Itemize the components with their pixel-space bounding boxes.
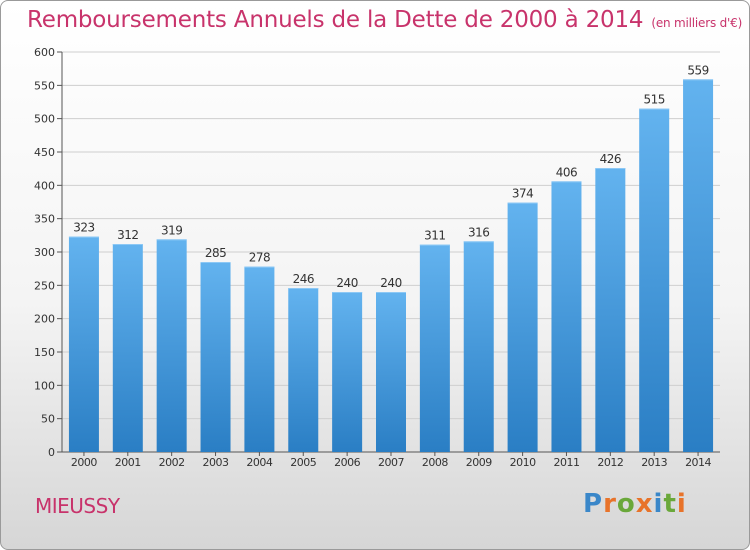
bars <box>68 79 714 453</box>
x-tick-label: 2013 <box>641 456 667 469</box>
bar-2002 <box>156 239 187 452</box>
x-tick-label: 2012 <box>597 456 623 469</box>
x-tick-label: 2014 <box>685 456 711 469</box>
y-tick-label: 150 <box>34 346 55 359</box>
logo-letter: t <box>663 489 677 519</box>
bar-2003 <box>200 262 231 452</box>
chart-title-text: Remboursements Annuels de la Dette de 20… <box>27 7 644 33</box>
bar-2010 <box>507 202 538 452</box>
y-tick-label: 100 <box>34 379 55 392</box>
y-tick-label: 400 <box>34 179 55 192</box>
labels: 0 50 100 150 200 250 300 350 400 450 500 550 600 323 2… <box>34 46 712 469</box>
value-label: 278 <box>249 251 270 265</box>
logo-letter: x <box>635 489 654 519</box>
x-tick-label: 2011 <box>553 456 579 469</box>
logo-letter: i <box>653 489 664 519</box>
value-label: 316 <box>468 225 489 239</box>
value-label: 406 <box>556 165 577 179</box>
bar-2004 <box>244 266 275 452</box>
chart-title: Remboursements Annuels de la Dette de 20… <box>27 7 742 33</box>
value-label: 246 <box>293 272 314 286</box>
bar-2009 <box>463 241 494 452</box>
logo-letter: i <box>676 489 687 519</box>
y-tick-label: 200 <box>34 313 55 326</box>
y-tick-label: 0 <box>48 446 55 459</box>
bar-2008 <box>419 244 450 452</box>
y-tick-label: 550 <box>34 79 55 92</box>
x-tick-label: 2004 <box>246 456 272 469</box>
value-label: 240 <box>336 276 357 290</box>
value-label: 240 <box>380 276 401 290</box>
chart-unit: (en milliers d'€) <box>651 16 743 30</box>
bar-2014 <box>683 79 714 452</box>
value-label: 319 <box>161 223 182 237</box>
value-label: 426 <box>600 152 621 166</box>
x-tick-label: 2010 <box>510 456 536 469</box>
x-tick-label: 2009 <box>466 456 492 469</box>
bar-2000 <box>68 236 99 452</box>
value-label: 515 <box>643 93 664 107</box>
y-tick-label: 250 <box>34 279 55 292</box>
x-tick-label: 2005 <box>290 456 316 469</box>
logo-letter: r <box>603 489 617 519</box>
x-tick-label: 2003 <box>203 456 229 469</box>
bar-2012 <box>595 168 626 452</box>
x-tick-label: 2001 <box>115 456 141 469</box>
y-tick-label: 600 <box>34 46 55 59</box>
bar-2013 <box>639 108 670 453</box>
value-label: 311 <box>424 229 445 243</box>
x-tick-label: 2002 <box>159 456 185 469</box>
value-label: 312 <box>117 228 138 242</box>
bar-2005 <box>288 288 319 452</box>
bar-2001 <box>112 244 143 452</box>
y-tick-label: 350 <box>34 213 55 226</box>
y-tick-label: 500 <box>34 113 55 126</box>
x-tick-label: 2006 <box>334 456 360 469</box>
value-label: 323 <box>73 221 94 235</box>
proxiti-logo: Proxiti <box>583 489 687 519</box>
value-label: 374 <box>512 187 533 201</box>
bar-2006 <box>332 292 363 452</box>
logo-letter: P <box>583 489 604 519</box>
y-tick-label: 50 <box>41 413 55 426</box>
y-tick-label: 300 <box>34 246 55 259</box>
bar-2011 <box>551 181 582 453</box>
value-label: 285 <box>205 246 226 260</box>
y-tick-label: 450 <box>34 146 55 159</box>
x-tick-label: 2000 <box>71 456 97 469</box>
value-label: 559 <box>687 63 708 77</box>
logo-letter: o <box>616 489 636 519</box>
x-tick-label: 2008 <box>422 456 448 469</box>
bar-2007 <box>376 292 406 452</box>
commune-name: MIEUSSY <box>35 494 120 518</box>
x-tick-label: 2007 <box>378 456 404 469</box>
